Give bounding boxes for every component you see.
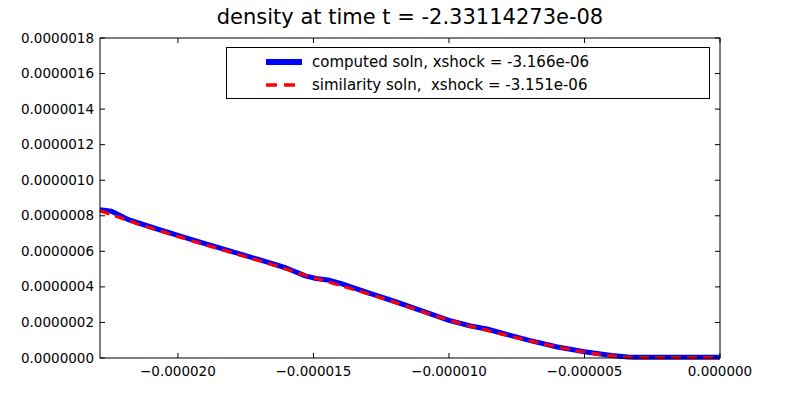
y-tick-label: 0.0000010 (21, 172, 94, 188)
legend-item-computed: computed soln, xshock = -3.166e-06 (265, 50, 709, 73)
y-tick-label: 0.0000008 (21, 207, 94, 223)
x-tick-label: −0.000005 (547, 363, 623, 379)
x-tick-label: −0.000020 (140, 363, 216, 379)
y-tick-label: 0.0000002 (21, 314, 94, 330)
y-tick-label: 0.0000018 (21, 30, 94, 46)
x-tick-label: −0.000015 (276, 363, 352, 379)
computed-line (100, 210, 720, 358)
y-tick-label: 0.0000000 (21, 350, 94, 366)
y-tick-label: 0.0000004 (21, 278, 94, 294)
y-tick-label: 0.0000012 (21, 136, 94, 152)
x-tick-label: 0.000000 (688, 363, 752, 379)
computed-line-icon (265, 58, 303, 66)
similarity-dashed-line-icon (265, 81, 303, 89)
figure: density at time t = -2.33114273e-08 −0.0… (0, 0, 800, 400)
y-tick-label: 0.0000014 (21, 101, 94, 117)
y-tick-label: 0.0000016 (21, 65, 94, 81)
legend: computed soln, xshock = -3.166e-06 simil… (226, 47, 710, 99)
x-tick-label: −0.000010 (411, 363, 487, 379)
y-tick-label: 0.0000006 (21, 243, 94, 259)
legend-item-similarity: similarity soln, xshock = -3.151e-06 (265, 73, 709, 96)
legend-label-similarity: similarity soln, xshock = -3.151e-06 (312, 76, 587, 94)
similarity-line (100, 211, 720, 358)
legend-label-computed: computed soln, xshock = -3.166e-06 (312, 53, 589, 71)
